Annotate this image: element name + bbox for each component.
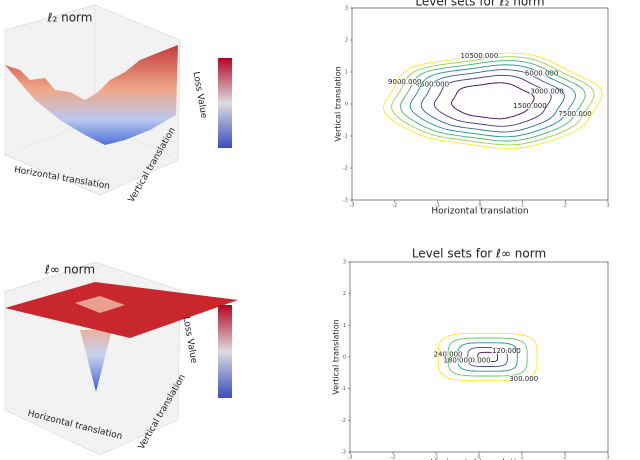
contours: 1500.000 3000.000 4500.000 6000.000 7500.000… — [383, 51, 603, 149]
x-tick-label: 1 — [520, 455, 523, 460]
contour-line — [457, 342, 518, 372]
contour-line — [477, 351, 498, 363]
y-tick-label: 2 — [343, 291, 346, 297]
contour-line — [383, 52, 603, 149]
x-tick-label: 2 — [564, 203, 567, 209]
y-tick-label: 0 — [343, 355, 346, 361]
y-tick-label: -2 — [343, 166, 348, 172]
chart-title: Level sets for ℓ∞ norm — [412, 247, 546, 261]
x-tick-label: 3 — [606, 455, 609, 460]
contour-line — [447, 337, 528, 377]
contour-label: 4500.000 — [416, 80, 449, 88]
plot-area — [351, 7, 609, 201]
y-tick-label: -1 — [341, 386, 346, 392]
contour-label: 9000.000 — [388, 78, 421, 86]
contour-label: 180.000 — [443, 357, 472, 365]
contour-label: 240.000 — [434, 350, 463, 358]
surface-spike — [80, 330, 112, 392]
surface-hole — [75, 296, 125, 313]
y-axis-label: Vertical translation — [332, 319, 341, 395]
contour-label: 3000.000 — [530, 87, 563, 95]
x-tick-label: -2 — [391, 455, 396, 460]
x-tick-label: -2 — [392, 203, 397, 209]
contour-line — [399, 60, 586, 142]
surface-panel: ℓ₂ norm Horizontal translation Vertical … — [4, 4, 232, 205]
x-tick-label: 3 — [606, 203, 609, 209]
surface-plane — [5, 282, 238, 338]
contour-line — [391, 56, 595, 146]
colorbar — [218, 58, 232, 148]
contour-label: 60.000 — [466, 356, 491, 364]
x-tick-label: 0 — [478, 203, 481, 209]
contour-line — [409, 64, 576, 138]
contour-label: 300.000 — [509, 375, 538, 383]
x-tick-label: 1 — [521, 203, 524, 209]
contour-line — [420, 69, 565, 133]
y-tick-label: -1 — [343, 134, 348, 140]
y-tick-label: 3 — [343, 260, 346, 266]
y-tick-label: 2 — [345, 38, 348, 44]
x-tick-label: 0 — [477, 455, 480, 460]
y-tick-label: 0 — [345, 102, 348, 108]
panel-title: ℓ∞ norm — [44, 263, 95, 277]
z-axis-label: Loss Value — [190, 71, 208, 120]
x-axis-label: Horizontal translation — [430, 459, 527, 460]
x-tick-label: -1 — [434, 455, 439, 460]
surface-panel: ℓ∞ norm Horizontal translation Vertical … — [4, 261, 238, 456]
x-tick-label: 2 — [563, 455, 566, 460]
y-tick-label: -3 — [343, 198, 348, 204]
surface — [5, 45, 178, 145]
y-tick-label: -3 — [341, 450, 346, 456]
chart-title: Level sets for ℓ₂ norm — [415, 0, 544, 9]
y-axis-label: Vertical translation — [334, 66, 343, 142]
contour-label: 120.000 — [492, 347, 521, 355]
contour-line — [467, 347, 508, 367]
x-tick-label: -3 — [348, 455, 353, 460]
contour-label: 6000.000 — [525, 70, 558, 78]
contour-line — [451, 82, 535, 120]
x-tick-label: -3 — [350, 203, 355, 209]
contour-label: 7500.000 — [558, 110, 591, 118]
contour-label: 1500.000 — [513, 102, 546, 110]
y-tick-label: 3 — [345, 6, 348, 12]
y-tick-label: -2 — [341, 418, 346, 424]
x-tick-label: -1 — [435, 203, 440, 209]
panel-title: ℓ₂ norm — [47, 11, 93, 25]
x-axis-label: Horizontal translation — [431, 207, 528, 217]
y-tick-label: 1 — [343, 323, 346, 329]
colorbar — [218, 305, 232, 398]
contour-line — [437, 332, 538, 382]
z-axis-label: Loss Value — [180, 316, 198, 365]
contour-line — [433, 74, 552, 127]
y-tick-label: 1 — [345, 70, 348, 76]
contour-label: 10500.000 — [460, 52, 498, 60]
